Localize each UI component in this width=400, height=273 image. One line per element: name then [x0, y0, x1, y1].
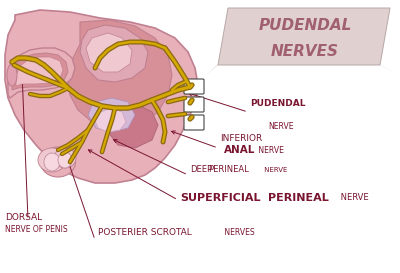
Ellipse shape [44, 153, 60, 171]
Polygon shape [8, 48, 75, 98]
Polygon shape [80, 25, 148, 82]
Polygon shape [206, 60, 223, 75]
Polygon shape [370, 60, 395, 73]
Polygon shape [94, 108, 126, 132]
FancyBboxPatch shape [184, 97, 204, 112]
Polygon shape [88, 98, 135, 132]
Text: PUDENDAL: PUDENDAL [258, 19, 352, 34]
Polygon shape [218, 8, 390, 65]
Text: INFERIOR: INFERIOR [220, 134, 262, 143]
Text: NERVES: NERVES [271, 44, 339, 60]
Ellipse shape [38, 148, 66, 172]
Text: NERVE: NERVE [338, 194, 369, 203]
Polygon shape [16, 57, 63, 86]
Text: NERVES: NERVES [222, 228, 255, 237]
Text: PERINEAL: PERINEAL [268, 193, 329, 203]
Ellipse shape [58, 152, 72, 168]
FancyBboxPatch shape [184, 115, 204, 130]
Polygon shape [108, 105, 158, 148]
FancyBboxPatch shape [184, 79, 204, 94]
Polygon shape [68, 20, 172, 128]
Polygon shape [5, 10, 198, 183]
Text: ANAL: ANAL [224, 145, 255, 155]
Text: NERVE: NERVE [262, 167, 287, 173]
Text: NERVE: NERVE [256, 146, 284, 155]
Polygon shape [86, 33, 132, 72]
Ellipse shape [40, 147, 76, 177]
Text: SUPERFICIAL: SUPERFICIAL [180, 193, 260, 203]
Ellipse shape [7, 64, 17, 86]
Text: DORSAL: DORSAL [5, 213, 42, 222]
Text: PERINEAL: PERINEAL [208, 165, 249, 174]
Text: DEEP: DEEP [190, 165, 212, 174]
Text: PUDENDAL: PUDENDAL [250, 99, 306, 108]
Text: NERVE OF PENIS: NERVE OF PENIS [5, 225, 68, 234]
Polygon shape [12, 53, 68, 90]
Text: POSTERIER SCROTAL: POSTERIER SCROTAL [98, 228, 192, 237]
Ellipse shape [54, 148, 76, 168]
Text: NERVE: NERVE [268, 122, 294, 131]
